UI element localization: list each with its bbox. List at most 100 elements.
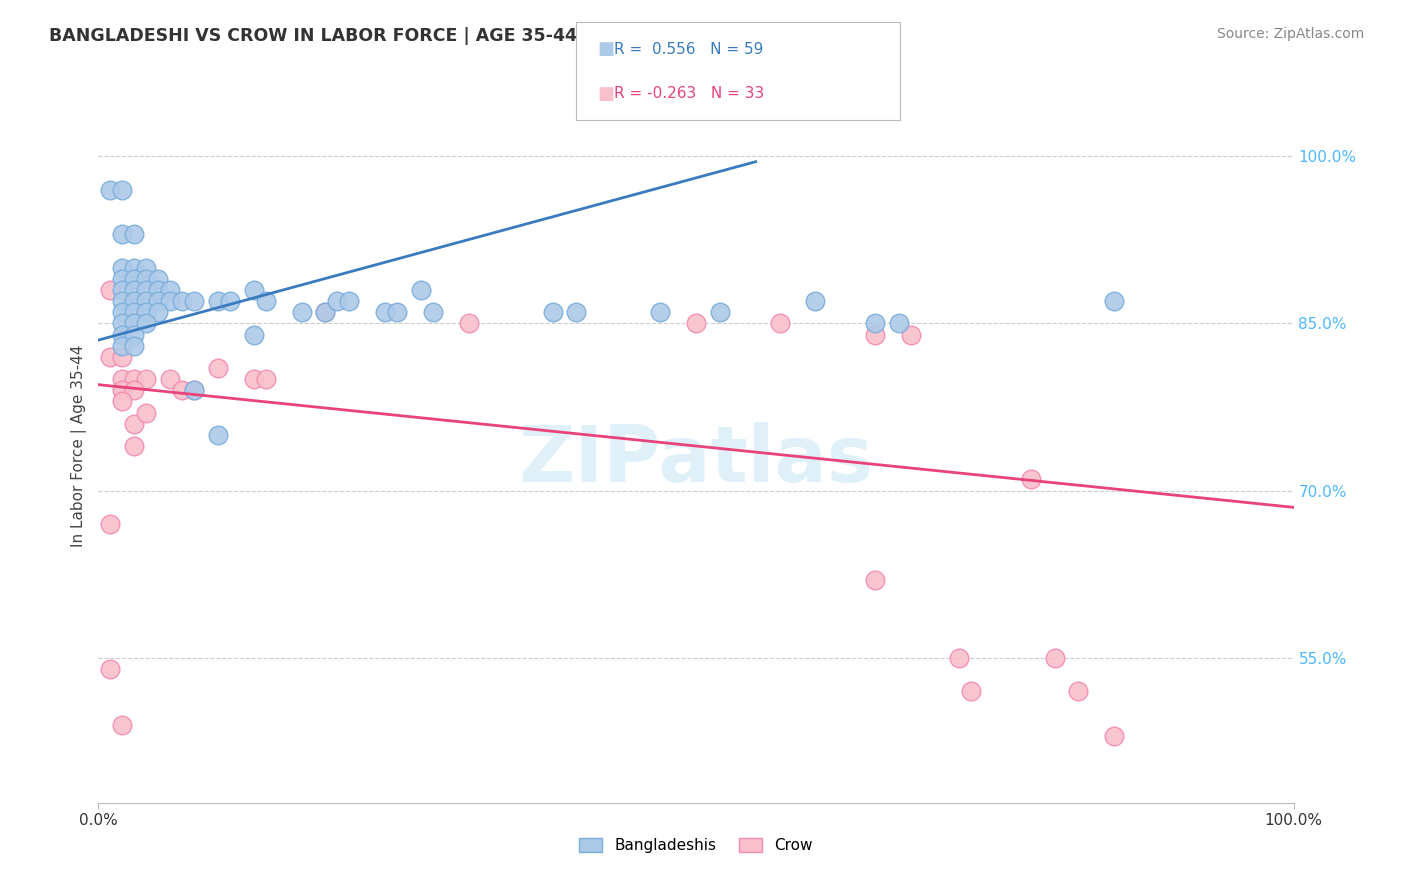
Point [172,384,194,398]
Point [111,394,134,409]
Point [183,384,205,398]
Point [148,294,170,309]
Point [124,283,146,297]
Point [159,372,181,386]
Point [541,305,564,319]
Point [1104,729,1126,743]
Point [148,283,170,297]
Point [111,305,134,319]
Point [243,327,266,342]
Point [111,294,134,309]
Text: BANGLADESHI VS CROW IN LABOR FORCE | AGE 35-44 CORRELATION CHART: BANGLADESHI VS CROW IN LABOR FORCE | AGE… [49,27,792,45]
Point [411,283,433,297]
Point [183,384,205,398]
Point [900,327,922,342]
Point [124,327,146,342]
Point [111,372,134,386]
Point [243,372,266,386]
Point [111,271,134,285]
Point [135,283,157,297]
Point [172,294,194,309]
Point [98,183,122,197]
Point [207,360,229,375]
Point [254,294,277,309]
Point [709,305,731,319]
Point [865,317,887,331]
Text: Source: ZipAtlas.com: Source: ZipAtlas.com [1216,27,1364,41]
Text: R = -0.263   N = 33: R = -0.263 N = 33 [614,87,765,101]
Point [565,305,588,319]
Point [648,305,672,319]
Point [124,339,146,353]
Point [159,283,181,297]
Text: ■: ■ [598,85,614,103]
Text: ZIPatlas: ZIPatlas [519,422,873,499]
Point [1019,473,1042,487]
Point [315,305,337,319]
Point [124,294,146,309]
Text: R =  0.556   N = 59: R = 0.556 N = 59 [614,42,763,56]
Point [315,305,337,319]
Point [768,317,790,331]
Point [804,294,827,309]
Point [865,327,887,342]
Point [374,305,396,319]
Point [148,305,170,319]
Point [111,350,134,364]
Point [124,417,146,431]
Point [135,294,157,309]
Point [124,384,146,398]
Point [135,405,157,419]
Point [111,384,134,398]
Point [111,339,134,353]
Point [291,305,314,319]
Point [254,372,277,386]
Point [135,372,157,386]
Point [243,283,266,297]
Point [458,317,481,331]
Legend: Bangladeshis, Crow: Bangladeshis, Crow [574,832,818,859]
Point [685,317,707,331]
Point [111,317,134,331]
Point [183,294,205,309]
Point [124,305,146,319]
Point [111,183,134,197]
Point [865,573,887,587]
Point [111,227,134,241]
Point [207,428,229,442]
Point [135,305,157,319]
Point [326,294,349,309]
Point [1043,651,1066,665]
Point [1104,294,1126,309]
Point [124,260,146,275]
Point [111,260,134,275]
Point [98,516,122,531]
Point [124,372,146,386]
Point [207,294,229,309]
Point [159,294,181,309]
Point [124,439,146,453]
Y-axis label: In Labor Force | Age 35-44: In Labor Force | Age 35-44 [72,345,87,547]
Point [148,271,170,285]
Point [124,271,146,285]
Point [98,350,122,364]
Point [135,271,157,285]
Point [111,283,134,297]
Point [124,317,146,331]
Point [135,317,157,331]
Point [98,662,122,676]
Point [111,327,134,342]
Point [111,717,134,731]
Point [339,294,361,309]
Text: ■: ■ [598,40,614,58]
Point [135,260,157,275]
Point [422,305,444,319]
Point [960,684,983,698]
Point [385,305,409,319]
Point [948,651,970,665]
Point [889,317,911,331]
Point [98,283,122,297]
Point [219,294,242,309]
Point [124,227,146,241]
Point [1067,684,1090,698]
